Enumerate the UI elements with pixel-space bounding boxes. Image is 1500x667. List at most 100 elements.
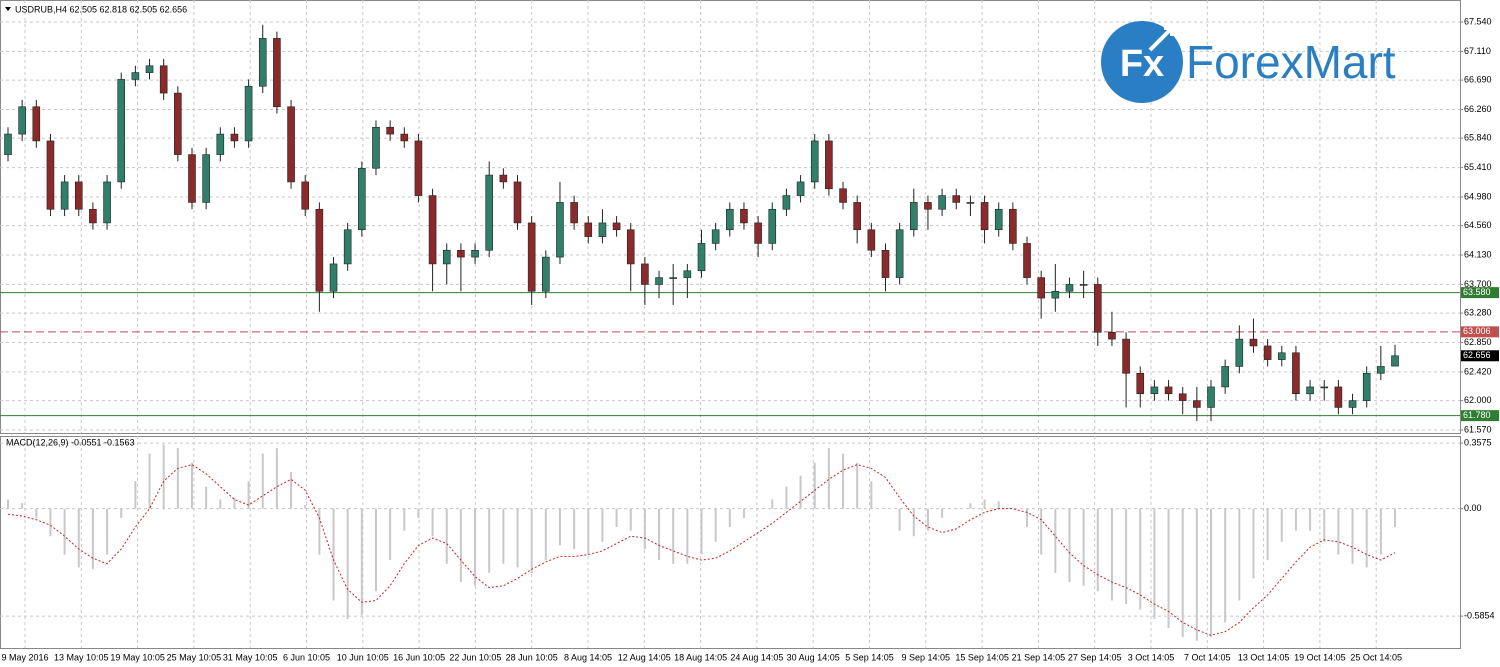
macd-bar [488,508,491,573]
macd-bar [643,508,646,550]
x-tick-label: 9 May 2016 [1,652,48,662]
candle-body [4,133,12,155]
macd-bar [275,448,278,509]
candle-body [556,202,564,258]
candle-body [909,202,918,231]
x-tick-label: 15 Sep 14:05 [955,652,1009,662]
candle-body [131,72,140,80]
x-tick-label: 22 Jun 10:05 [449,652,501,662]
candle-body [386,126,394,135]
candle-body [1037,277,1045,299]
macd-bar [403,508,406,531]
candle-body [1150,386,1159,395]
macd-bar [233,497,236,509]
candle-body [1093,284,1102,333]
macd-bar [1238,508,1241,601]
candle-body [1334,386,1343,408]
candle-body [471,249,479,258]
candle-body [655,277,663,285]
y-tick-label: 62.850 [1464,337,1492,347]
candle-body [1065,284,1074,292]
x-tick-label: 10 Jun 10:05 [337,652,389,662]
macd-bar [1181,508,1184,638]
macd-bar [1096,508,1099,592]
candle-body [499,174,508,183]
signal-line [7,464,1396,636]
macd-bar [516,508,519,568]
candle-body [1193,400,1201,408]
macd-bar [219,499,222,509]
macd-bar [205,486,208,509]
candle-body [612,222,621,231]
bid-label-box [1461,350,1499,362]
macd-bar [1167,508,1170,628]
candle-body [782,195,791,210]
candle-body [60,181,69,210]
x-tick-label: 5 Sep 14:05 [845,652,894,662]
macd-title: MACD(12,26,9) -0.0551 -0.1563 [6,437,135,447]
x-tick-label: 19 Oct 14:05 [1294,652,1346,662]
macd-bar [445,508,448,564]
macd-bar [1125,508,1128,605]
macd-bar [360,508,363,616]
y-tick-label: 0.00 [1464,503,1482,513]
macd-bar [261,453,264,509]
candle-body [726,208,734,231]
macd-bar [615,508,618,528]
macd-bar [49,508,52,537]
candle-body [414,140,423,196]
y-tick-label: 63.700 [1464,279,1492,289]
y-tick-label: 0.3575 [1464,437,1492,447]
macd-bar [827,448,830,509]
macd-bar [7,499,9,509]
macd-bar [757,508,760,510]
macd-bar [1337,508,1340,555]
candle-body [810,140,819,183]
macd-bar [459,508,462,583]
y-tick-label: 65.410 [1464,162,1492,172]
candle-body [145,65,154,73]
macd-bar [842,453,845,509]
candle-body [174,92,182,155]
candle-body [839,188,847,203]
candle-body [754,222,762,244]
level-label-box [1461,326,1499,338]
macd-bar [21,503,24,509]
macd-bar [672,508,675,564]
macd-bar [1068,508,1071,583]
macd-bar [629,508,632,531]
candle-body [740,208,748,224]
macd-bar [983,499,986,509]
macd-bar [1153,508,1156,619]
y-tick-label: -0.5854 [1464,611,1495,621]
candle-body [117,79,126,183]
macd-bar [1252,508,1255,579]
logo-arrow [1148,26,1174,52]
macd-bar [290,471,293,509]
candle-body [825,140,833,190]
x-tick-label: 31 May 10:05 [223,652,278,662]
macd-bar [912,508,915,537]
macd-bar [332,508,335,601]
macd-bar [106,508,109,555]
candle-body [273,38,281,108]
macd-bar [587,508,590,555]
y-tick-label: 67.110 [1464,46,1491,56]
candle-body [584,222,593,237]
macd-bar [1379,508,1382,555]
macd-bar [1210,508,1213,638]
candle-body [952,195,961,203]
macd-bar [1351,508,1354,564]
candle-body [1079,284,1088,286]
candle-body [1320,386,1329,389]
macd-bar [1280,508,1283,542]
bid-label: 62.656 [1463,350,1491,360]
macd-bar [573,508,576,550]
candle-body [683,270,692,278]
x-tick-label: 6 Jun 10:05 [283,652,330,662]
candle-body [1221,366,1229,388]
candle-body [938,195,946,210]
macd-bar [558,508,561,546]
y-tick-label: 63.280 [1464,308,1492,318]
macd-bar [926,508,929,531]
